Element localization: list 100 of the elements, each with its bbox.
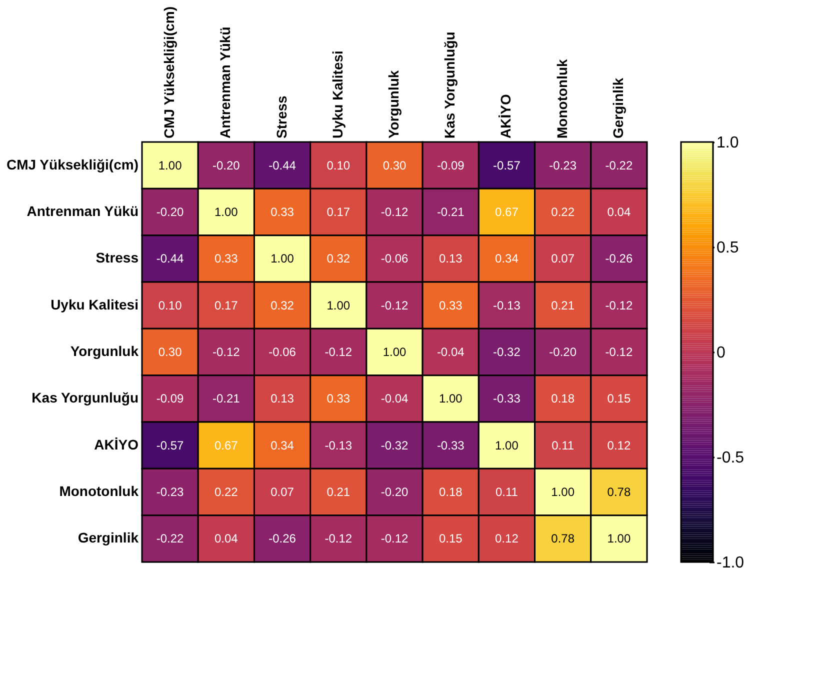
data-label: 1.00: [270, 252, 294, 266]
data-label: -0.21: [436, 205, 465, 219]
data-label: -0.23: [156, 485, 184, 499]
data-label: -0.12: [380, 298, 408, 312]
data-label: 0.78: [551, 532, 575, 546]
data-label: -0.13: [324, 438, 352, 452]
data-label: -0.33: [493, 392, 521, 406]
data-label: 0.11: [552, 438, 574, 452]
y-tick-label: Uyku Kalitesi: [50, 296, 138, 312]
data-label: -0.12: [380, 532, 408, 546]
data-label: 0.13: [270, 392, 294, 406]
data-label: 0.33: [438, 298, 463, 312]
data-label: 0.15: [607, 392, 631, 406]
data-label: -0.57: [156, 438, 184, 452]
data-label: -0.57: [493, 158, 521, 172]
y-tick-label: CMJ Yüksekliği(cm): [6, 156, 138, 172]
data-label: -0.12: [605, 298, 633, 312]
data-label: 0.07: [551, 252, 575, 266]
data-label: -0.22: [156, 532, 184, 546]
data-label: 1.00: [607, 532, 631, 546]
data-label: -0.06: [268, 345, 296, 359]
data-label: -0.12: [380, 205, 408, 219]
data-label: -0.20: [156, 205, 184, 219]
data-label: -0.04: [380, 392, 408, 406]
y-tick-label: Kas Yorgunluğu: [32, 390, 138, 406]
data-label: -0.12: [324, 345, 352, 359]
data-label: -0.12: [605, 345, 633, 359]
data-label: 0.34: [495, 252, 519, 266]
data-label: 0.33: [270, 205, 294, 219]
data-label: 0.10: [326, 158, 350, 172]
data-label: -0.22: [605, 158, 633, 172]
data-label: 0.33: [326, 392, 350, 406]
data-label: 0.04: [607, 205, 631, 219]
data-label: 0.22: [214, 485, 238, 499]
x-tick-label: Gerginlik: [610, 78, 626, 138]
data-label: 0.21: [551, 298, 575, 312]
data-label: -0.33: [436, 438, 465, 452]
data-label: 1.00: [551, 485, 575, 499]
data-label: 0.13: [438, 252, 463, 266]
data-label: 1.00: [382, 345, 406, 359]
data-label: -0.04: [436, 345, 465, 359]
data-label: 1.00: [495, 438, 519, 452]
data-label: 0.18: [438, 485, 463, 499]
color-bar-label: -0.5: [716, 450, 744, 466]
data-label: -0.09: [436, 158, 465, 172]
data-label: -0.26: [605, 252, 633, 266]
data-label: 0.18: [551, 392, 575, 406]
data-label: 0.12: [495, 532, 519, 546]
data-label: 0.15: [438, 532, 463, 546]
data-label: -0.21: [212, 392, 240, 406]
y-tick-label: Stress: [96, 250, 139, 266]
data-label: -0.20: [212, 158, 240, 172]
data-label: 0.17: [326, 205, 350, 219]
color-bar-label: 0: [716, 344, 726, 362]
data-label: 0.67: [214, 438, 238, 452]
data-label: 0.30: [158, 345, 182, 359]
color-bar-label: 1.0: [716, 134, 739, 152]
x-tick-label: Monotonluk: [554, 58, 570, 138]
data-label: -0.06: [380, 252, 408, 266]
data-label: 0.17: [214, 298, 238, 312]
data-label: 0.22: [551, 205, 575, 219]
data-label: -0.13: [493, 298, 521, 312]
color-bar-label: -1.0: [716, 554, 744, 572]
data-label: -0.20: [380, 485, 408, 499]
data-label: 0.32: [270, 298, 294, 312]
data-label: 0.11: [495, 485, 518, 499]
data-label: 0.10: [158, 298, 182, 312]
data-label: 0.12: [607, 438, 631, 452]
data-label: 0.21: [326, 485, 350, 499]
data-label: -0.12: [324, 532, 352, 546]
data-label: 0.33: [214, 252, 238, 266]
data-label: 0.30: [382, 158, 406, 172]
data-label: -0.26: [268, 532, 296, 546]
data-label: -0.09: [156, 392, 184, 406]
y-tick-label: Antrenman Yükü: [26, 203, 138, 219]
y-tick-label: AKİYO: [94, 436, 139, 452]
x-tick-label: Yorgunluk: [386, 70, 402, 138]
data-label: 0.34: [270, 438, 294, 452]
x-tick-label: Kas Yorgunluğu: [442, 32, 458, 138]
x-tick-label: Stress: [273, 95, 290, 138]
x-tick-label: Antrenman Yükü: [217, 26, 234, 138]
data-label: -0.12: [212, 345, 240, 359]
data-label: -0.44: [156, 252, 184, 266]
data-label: 0.78: [607, 485, 631, 499]
y-tick-label: Gerginlik: [78, 530, 139, 546]
data-label: 0.32: [326, 252, 350, 266]
x-tick-label: Uyku Kalitesi: [329, 50, 346, 138]
data-label: -0.32: [380, 438, 408, 452]
data-label: -0.44: [268, 158, 296, 172]
y-tick-label: Yorgunluk: [70, 343, 139, 359]
data-label: 0.67: [495, 205, 519, 219]
data-label: 1.00: [214, 205, 238, 219]
x-tick-label: AKİYO: [498, 94, 514, 138]
color-bar-label: 0.5: [716, 240, 739, 256]
data-label: -0.20: [549, 345, 577, 359]
data-label: 1.00: [158, 158, 182, 172]
data-label: -0.32: [493, 345, 521, 359]
data-label: 1.00: [326, 298, 350, 312]
data-label: 1.00: [438, 392, 463, 406]
data-label: -0.23: [549, 158, 577, 172]
